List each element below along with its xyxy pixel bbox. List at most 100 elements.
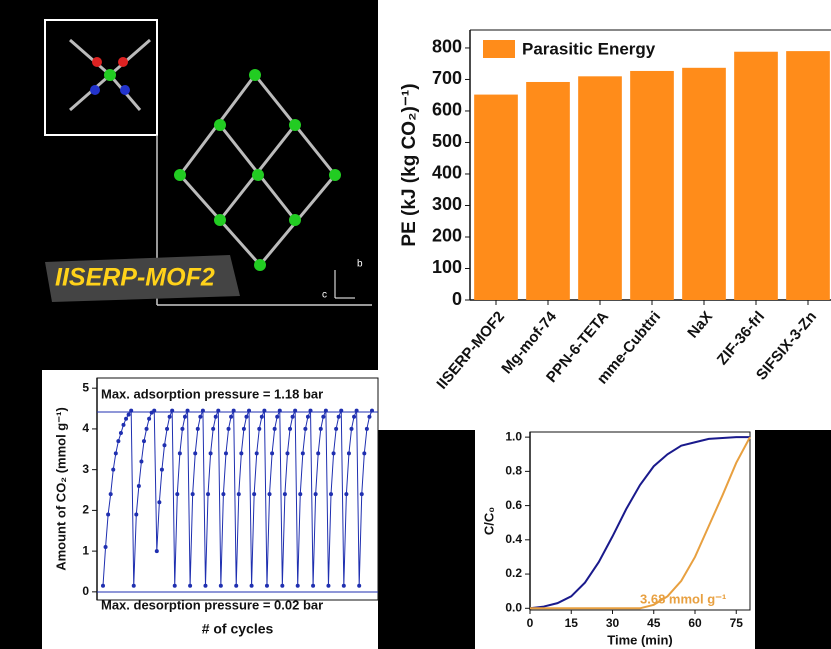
x-tick-label: 45: [647, 616, 661, 630]
point: [277, 408, 282, 413]
point: [182, 414, 187, 419]
point: [229, 414, 234, 419]
point: [198, 414, 203, 419]
point: [118, 430, 123, 435]
point: [364, 426, 369, 431]
point: [344, 492, 349, 497]
point: [349, 426, 354, 431]
y-tick-label: 100: [432, 257, 462, 277]
y-tick-label: 700: [432, 68, 462, 88]
bar: [734, 51, 778, 301]
point: [262, 408, 267, 413]
point: [157, 500, 162, 505]
point: [236, 492, 241, 497]
inset: [44, 19, 158, 136]
point: [170, 408, 175, 413]
structure-label: IISERP-MOF2: [55, 264, 215, 292]
y-tick-label: 0: [452, 289, 462, 309]
point: [241, 426, 246, 431]
point: [303, 426, 308, 431]
point: [288, 426, 293, 431]
point: [231, 408, 236, 413]
y-tick-label: 2: [82, 503, 89, 517]
point: [339, 408, 344, 413]
breakthrough-panel: [475, 425, 755, 649]
y-axis-label: C/C₀: [481, 507, 496, 535]
point: [316, 451, 321, 456]
point: [249, 583, 254, 588]
point: [357, 583, 362, 588]
point: [272, 426, 277, 431]
point: [144, 426, 149, 431]
bar: [630, 70, 674, 301]
point: [203, 583, 208, 588]
point: [362, 451, 367, 456]
point: [259, 414, 264, 419]
point: [139, 459, 144, 464]
y-tick-label: 0.2: [505, 566, 522, 580]
structure: IISERP-MOF2 b c: [44, 19, 372, 306]
bar: [526, 81, 570, 300]
point: [247, 408, 252, 413]
x-tick-label: 75: [730, 616, 744, 630]
point: [126, 412, 131, 417]
y-tick-label: 400: [432, 163, 462, 183]
point: [264, 583, 269, 588]
point: [180, 426, 185, 431]
point: [354, 408, 359, 413]
point: [152, 408, 157, 413]
point: [131, 583, 136, 588]
x-axis-label: Time (min): [607, 632, 673, 647]
point: [116, 439, 121, 444]
y-tick-label: 800: [432, 37, 462, 57]
y-tick-label: 0.8: [505, 464, 522, 478]
y-axis-label: PE (kJ (kg CO₂)⁻¹): [399, 83, 420, 246]
point: [111, 467, 116, 472]
point: [175, 492, 180, 497]
point: [305, 414, 310, 419]
point: [270, 451, 275, 456]
point: [336, 414, 341, 419]
label-plate: [45, 255, 240, 302]
point: [124, 416, 129, 421]
point: [218, 583, 223, 588]
y-tick-label: 600: [432, 100, 462, 120]
annotation: Max. desorption pressure = 0.02 bar: [101, 597, 323, 612]
point: [326, 583, 331, 588]
point: [113, 451, 118, 456]
point: [311, 583, 316, 588]
point: [323, 408, 328, 413]
point: [101, 583, 105, 588]
point: [141, 439, 146, 444]
y-tick-label: 1.0: [505, 429, 522, 443]
point: [239, 451, 244, 456]
point: [285, 451, 290, 456]
point: [154, 549, 159, 554]
axis-label: c: [322, 290, 327, 301]
y-tick-label: 500: [432, 131, 462, 151]
point: [254, 451, 259, 456]
y-tick-label: 0.0: [505, 600, 522, 614]
point: [352, 414, 357, 419]
point: [172, 583, 177, 588]
y-tick-label: 300: [432, 194, 462, 214]
y-axis-label: Amount of CO₂ (mmol g⁻¹): [53, 407, 68, 571]
point: [108, 492, 113, 497]
bar: [682, 67, 726, 300]
point: [177, 451, 182, 456]
point: [211, 426, 216, 431]
point: [334, 426, 339, 431]
annotation: Max. adsorption pressure = 1.18 bar: [101, 386, 323, 401]
point: [185, 408, 190, 413]
point: [329, 492, 334, 497]
bar: [578, 76, 622, 301]
y-tick-label: 1: [82, 543, 89, 557]
point: [147, 416, 152, 421]
point: [257, 426, 262, 431]
point: [293, 408, 298, 413]
point: [244, 414, 249, 419]
bar-panel: [378, 370, 831, 430]
legend-label: Parasitic Energy: [522, 39, 656, 58]
